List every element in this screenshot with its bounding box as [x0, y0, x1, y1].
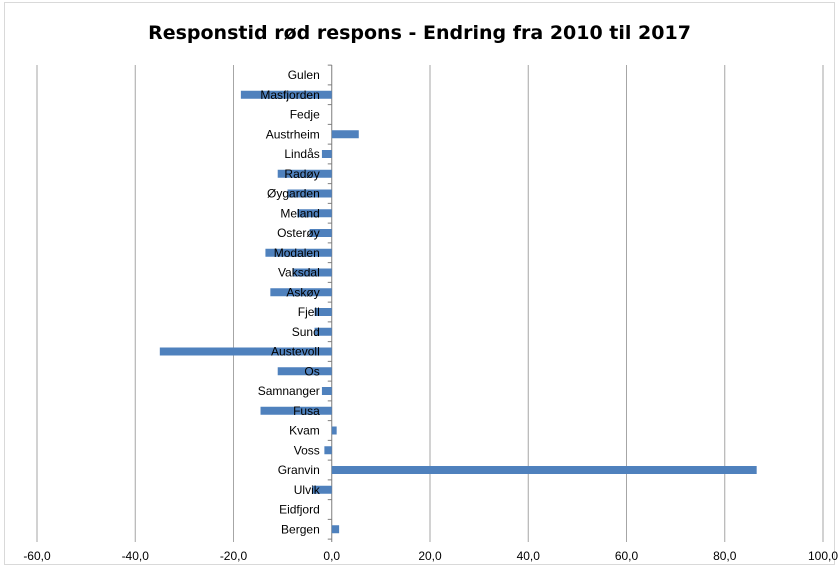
bar	[159, 347, 332, 356]
category-label: Samnanger	[258, 384, 320, 398]
bar	[331, 466, 757, 474]
category-label: Øygarden	[267, 187, 320, 201]
bar	[240, 90, 332, 99]
y-axis	[327, 64, 333, 542]
bar	[331, 426, 337, 435]
category-label: Askøy	[286, 285, 319, 299]
x-tick-label: 80,0	[713, 549, 737, 563]
bar	[309, 229, 332, 237]
bar	[331, 130, 359, 139]
category-label: Kvam	[289, 424, 320, 438]
x-tick-label: 60,0	[615, 549, 639, 563]
x-tick-label: -20,0	[220, 549, 248, 563]
x-tick-label: -60,0	[23, 549, 51, 563]
x-tick-label: 100,0	[808, 549, 838, 563]
category-label: Sund	[292, 325, 320, 339]
bar	[297, 209, 332, 218]
chart-title: Responstid rød respons - Endring fra 201…	[148, 22, 691, 44]
bar	[321, 150, 332, 158]
x-tick-label: 20,0	[418, 549, 442, 563]
bar	[277, 169, 332, 178]
category-label: Gulen	[288, 68, 320, 82]
x-tick-label: 40,0	[517, 549, 541, 563]
category-label: Austevoll	[271, 345, 320, 359]
bar	[292, 268, 332, 277]
bar	[260, 406, 332, 415]
category-label: Meland	[280, 206, 319, 220]
category-label: Granvin	[278, 463, 320, 477]
category-label: Lindås	[284, 147, 319, 161]
bar	[314, 308, 332, 316]
category-label: Eidfjord	[279, 503, 320, 517]
category-label: Vaksdal	[278, 266, 320, 280]
x-tick-label: 0,0	[323, 549, 340, 563]
category-label: Bergen	[281, 522, 320, 536]
gridlines	[36, 65, 824, 542]
category-label: Modalen	[274, 246, 320, 260]
category-label: Austrheim	[266, 127, 320, 141]
category-label: Fjell	[298, 305, 320, 319]
bar	[314, 327, 332, 336]
category-label: Fedje	[290, 108, 320, 122]
category-label: Masfjorden	[260, 88, 319, 102]
category-label: Ulvik	[294, 483, 321, 497]
bar	[270, 288, 332, 297]
x-tick-labels: -60,0 -40,0 -20,0 0,0 20,0 40,0 60,0 80,0 100,0	[23, 549, 838, 563]
category-label: Radøy	[284, 167, 319, 181]
category-labels: Gulen Masfjorden Fedje Austrheim Lindås Radøy…	[258, 68, 321, 536]
bar	[321, 387, 332, 395]
bar	[312, 485, 332, 494]
bar	[324, 446, 332, 455]
bar	[265, 248, 332, 257]
bar	[331, 525, 340, 534]
bars	[159, 90, 757, 534]
bar	[287, 189, 332, 198]
category-label: Voss	[294, 443, 320, 457]
category-label: Fusa	[293, 404, 320, 418]
category-label: Osterøy	[277, 226, 320, 240]
bar	[277, 367, 332, 376]
category-label: Os	[304, 364, 319, 378]
x-tick-label: -40,0	[122, 549, 150, 563]
